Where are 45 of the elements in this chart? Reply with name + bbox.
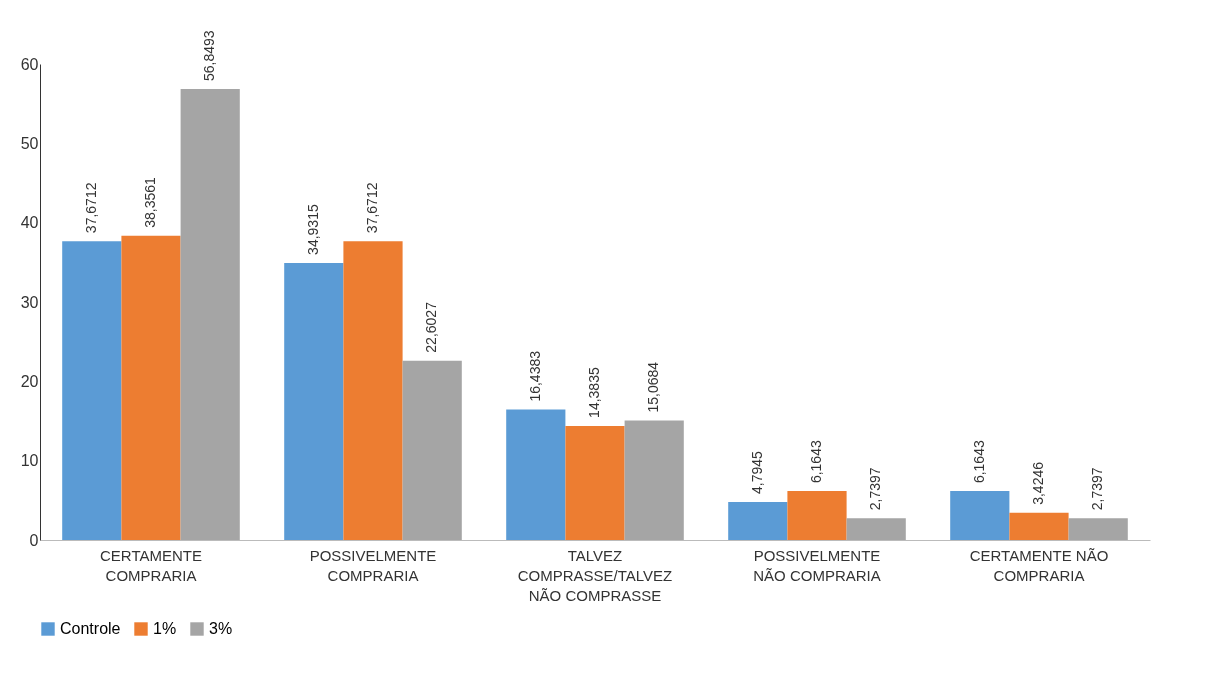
y-tick-label: 60: [20, 55, 39, 73]
y-tick-label: 10: [20, 452, 39, 470]
legend-label: 1%: [153, 620, 177, 637]
data-label: 37,6712: [82, 182, 99, 234]
bar: [1009, 512, 1069, 540]
data-label: 34,9315: [304, 204, 321, 255]
data-label: 6,1643: [970, 440, 987, 484]
bar: [787, 491, 847, 540]
bar: [284, 262, 344, 540]
data-label: 15,0684: [645, 361, 662, 413]
y-tick-label: 50: [20, 134, 39, 152]
bar: [343, 241, 403, 540]
bar: [121, 235, 181, 540]
bar: [624, 420, 684, 540]
data-label: 38,3561: [142, 176, 158, 228]
data-label: 6,1643: [808, 440, 824, 484]
bar: [1068, 518, 1128, 540]
legend-label: Controle: [60, 620, 121, 637]
data-label: 2,7397: [1089, 467, 1106, 511]
y-tick-label: 30: [20, 293, 39, 311]
data-label: 14,3835: [586, 367, 602, 418]
data-label: 4,7945: [748, 450, 765, 494]
bar: [506, 409, 566, 540]
bar: [402, 360, 462, 540]
data-label: 22,6027: [423, 301, 440, 353]
x-tick-label: CERTAMENTE NÃO COMPRARIA: [969, 546, 1109, 584]
bar: [950, 491, 1010, 540]
y-tick-label: 0: [29, 531, 39, 549]
data-label: 16,4383: [526, 350, 543, 402]
data-label: 2,7397: [867, 467, 884, 511]
bar: [846, 518, 906, 540]
x-tick-label: TALVEZ COMPRASSE/TALVEZ NÃO COMPRASSE: [517, 546, 673, 604]
bar: [62, 241, 122, 540]
y-tick-label: 20: [20, 372, 39, 390]
data-label: 56,8493: [201, 30, 218, 81]
legend-label: 3%: [209, 620, 233, 637]
x-tick-label: POSSIVELMENTE NÃO COMPRARIA: [753, 546, 881, 584]
data-label: 37,6712: [364, 182, 380, 234]
data-label: 3,4246: [1030, 461, 1046, 505]
y-tick-label: 40: [20, 214, 39, 232]
x-tick-label: POSSIVELMENTE COMPRARIA: [309, 546, 437, 584]
bar: [728, 501, 788, 540]
bar: [565, 425, 625, 540]
bar: [180, 89, 240, 540]
x-tick-label: CERTAMENTE COMPRARIA: [100, 546, 202, 584]
